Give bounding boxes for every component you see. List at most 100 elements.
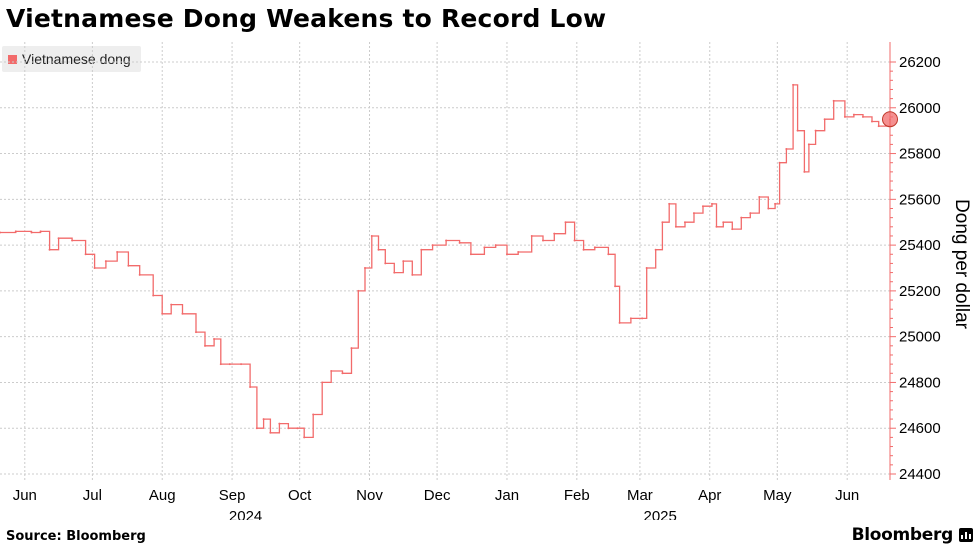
y-tick-label: 25400 bbox=[899, 237, 941, 254]
data-point bbox=[740, 216, 743, 219]
data-point bbox=[357, 289, 360, 292]
data-point bbox=[104, 260, 107, 263]
data-point bbox=[722, 221, 725, 224]
data-point bbox=[213, 337, 216, 340]
data-point bbox=[542, 239, 545, 242]
y-tick-label: 25800 bbox=[899, 146, 941, 163]
data-point bbox=[843, 115, 846, 118]
data-point bbox=[692, 212, 695, 215]
x-tick-label: Jul bbox=[83, 487, 102, 504]
data-point bbox=[701, 205, 704, 208]
y-tick-label: 24400 bbox=[899, 466, 941, 483]
data-point bbox=[641, 317, 644, 320]
legend-label: Vietnamese dong bbox=[22, 51, 131, 67]
data-point bbox=[661, 221, 664, 224]
data-point bbox=[195, 331, 198, 334]
data-point bbox=[654, 248, 657, 251]
x-tick-label: Jun bbox=[835, 487, 859, 504]
x-tick-label: Jun bbox=[13, 487, 37, 504]
data-point bbox=[778, 161, 781, 164]
data-point bbox=[832, 99, 835, 102]
bloomberg-logo: Bloomberg bbox=[851, 525, 954, 545]
data-point bbox=[93, 267, 96, 269]
data-point bbox=[71, 239, 74, 242]
data-point bbox=[152, 294, 155, 297]
data-point bbox=[573, 239, 576, 242]
x-tick-label: Nov bbox=[356, 487, 383, 504]
data-point bbox=[377, 248, 380, 251]
data-point bbox=[312, 413, 315, 416]
data-point bbox=[278, 422, 281, 425]
x-tick-label: Jan bbox=[495, 487, 519, 504]
y-tick-label: 25000 bbox=[899, 329, 941, 346]
data-point bbox=[219, 363, 222, 366]
data-point bbox=[420, 248, 423, 251]
data-point bbox=[553, 232, 556, 235]
data-point bbox=[350, 347, 353, 350]
data-point bbox=[469, 253, 472, 256]
data-point bbox=[402, 260, 405, 263]
data-point bbox=[14, 230, 17, 233]
data-point bbox=[321, 381, 324, 384]
data-point bbox=[138, 273, 141, 276]
data-point bbox=[303, 436, 306, 439]
data-point bbox=[458, 241, 461, 244]
data-point bbox=[181, 312, 184, 315]
data-point bbox=[269, 431, 272, 434]
data-point bbox=[255, 427, 258, 430]
data-point bbox=[683, 221, 686, 224]
y-axis-title: Dong per dollar bbox=[951, 199, 972, 330]
data-point bbox=[767, 207, 770, 210]
y-tick-label: 26000 bbox=[899, 100, 941, 117]
data-point bbox=[262, 418, 265, 421]
data-point bbox=[774, 202, 777, 205]
data-point bbox=[170, 303, 173, 306]
data-point bbox=[668, 202, 671, 205]
chart-title: Vietnamese Dong Weakens to Record Low bbox=[6, 4, 607, 33]
latest-value-marker bbox=[882, 111, 898, 128]
data-point bbox=[731, 228, 734, 231]
data-point bbox=[249, 386, 252, 389]
data-point bbox=[607, 253, 610, 256]
x-tick-label: Mar bbox=[627, 487, 653, 504]
data-point bbox=[564, 221, 567, 224]
data-point bbox=[411, 273, 414, 276]
x-year-label: 2025 bbox=[643, 508, 676, 520]
line-chart: Jun Jul Aug Sep Oct Nov Dec Jan Feb Mar Apr May Jun 2… bbox=[0, 42, 972, 520]
source-note: Source: Bloomberg bbox=[6, 529, 146, 544]
series-line bbox=[0, 84, 891, 439]
data-point bbox=[785, 147, 788, 150]
x-tick-label: Sep bbox=[219, 487, 246, 504]
data-point bbox=[758, 196, 761, 199]
data-point bbox=[161, 312, 164, 315]
data-point bbox=[30, 231, 33, 234]
data-point bbox=[364, 267, 367, 269]
data-point bbox=[84, 253, 87, 256]
legend-swatch bbox=[8, 54, 17, 64]
x-tick-label: May bbox=[763, 487, 792, 504]
x-tick-label: Dec bbox=[424, 487, 451, 504]
data-point bbox=[645, 267, 648, 269]
bar-chart-icon bbox=[959, 528, 973, 542]
data-point bbox=[807, 143, 810, 146]
data-point bbox=[48, 248, 51, 251]
data-point bbox=[116, 250, 119, 253]
data-point bbox=[296, 427, 299, 430]
data-point bbox=[814, 129, 817, 132]
y-tick-label: 25200 bbox=[899, 283, 941, 300]
data-point bbox=[127, 264, 130, 267]
data-point bbox=[749, 212, 752, 215]
data-point bbox=[204, 344, 207, 347]
data-point bbox=[228, 363, 231, 366]
data-point bbox=[341, 372, 344, 375]
data-point bbox=[674, 225, 677, 228]
data-point bbox=[393, 271, 396, 274]
x-tick-label: Apr bbox=[698, 487, 721, 504]
data-point bbox=[629, 317, 632, 320]
data-point bbox=[384, 262, 387, 265]
x-year-label: 2024 bbox=[229, 508, 262, 520]
data-point bbox=[792, 83, 795, 86]
x-tick-label: Oct bbox=[288, 487, 312, 504]
data-point bbox=[240, 363, 243, 366]
data-point bbox=[803, 170, 806, 173]
